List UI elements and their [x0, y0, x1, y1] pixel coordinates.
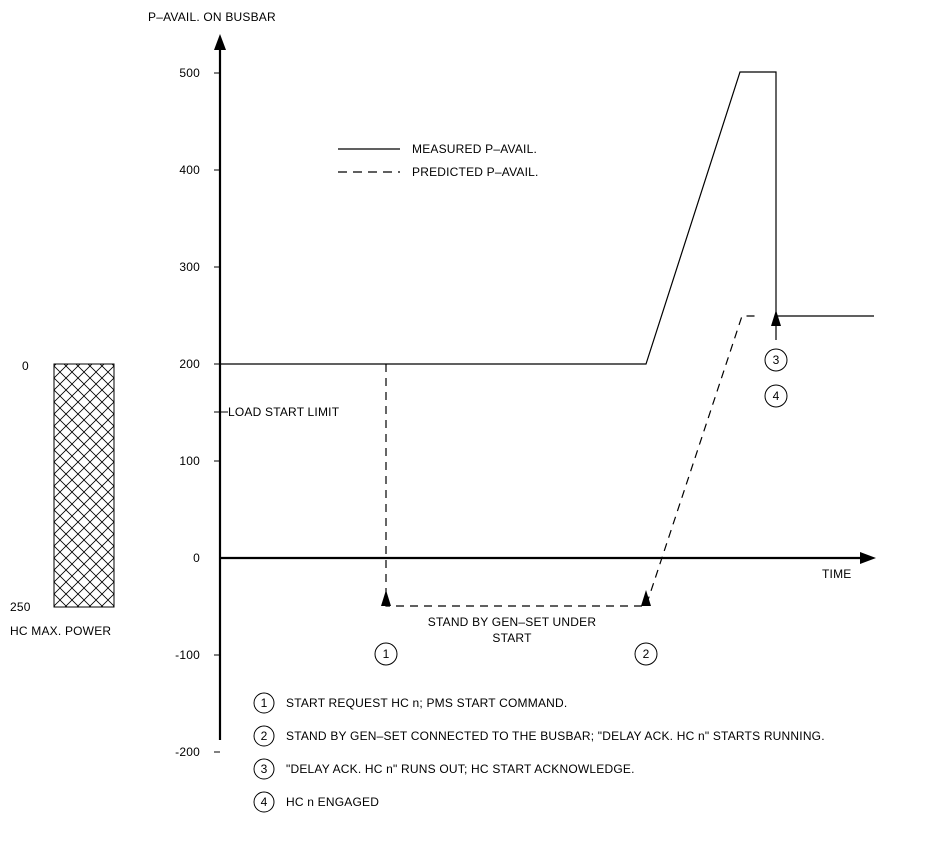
event-2-arrow — [641, 590, 651, 606]
hc-bar-bottom-label: 250 — [10, 600, 31, 614]
legend: MEASURED P–AVAIL. PREDICTED P–AVAIL. — [338, 142, 539, 179]
svg-text:2: 2 — [643, 647, 650, 661]
hc-bar-top-label: 0 — [22, 359, 29, 373]
event-1-arrow — [381, 590, 391, 606]
y-axis-arrow — [214, 34, 226, 50]
y-tick-label: 0 — [193, 551, 200, 565]
y-axis-label: P–AVAIL. ON BUSBAR — [148, 10, 276, 24]
marker-3: 3 — [764, 348, 788, 372]
svg-text:4: 4 — [261, 795, 268, 809]
marker-4: 4 — [764, 384, 788, 408]
svg-text:3: 3 — [773, 353, 780, 367]
y-tick-label: 500 — [179, 66, 200, 80]
svg-text:1: 1 — [383, 647, 390, 661]
y-tick-label: 100 — [179, 454, 200, 468]
note-4: 4 HC n ENGAGED — [253, 791, 379, 813]
svg-text:HC n ENGAGED: HC n ENGAGED — [286, 795, 379, 809]
legend-measured-label: MEASURED P–AVAIL. — [412, 142, 537, 156]
svg-text:3: 3 — [261, 762, 268, 776]
hc-max-power-bar — [53, 363, 115, 608]
marker-1: 1 — [374, 642, 398, 666]
svg-text:4: 4 — [773, 389, 780, 403]
stand-by-annotation-line2: START — [492, 631, 532, 645]
svg-text:2: 2 — [261, 729, 268, 743]
svg-text:START REQUEST HC n; PMS START: START REQUEST HC n; PMS START COMMAND. — [286, 696, 567, 710]
y-tick-label: -200 — [175, 745, 200, 759]
legend-predicted-label: PREDICTED P–AVAIL. — [412, 165, 539, 179]
marker-2: 2 — [634, 642, 658, 666]
notes-list: 1 START REQUEST HC n; PMS START COMMAND.… — [253, 692, 825, 813]
note-1: 1 START REQUEST HC n; PMS START COMMAND. — [253, 692, 567, 714]
event-3-arrow — [771, 310, 781, 326]
stand-by-annotation-line1: STAND BY GEN–SET UNDER — [428, 615, 597, 629]
measured-p-avail-line — [220, 71, 777, 365]
hc-bar-caption: HC MAX. POWER — [10, 624, 111, 638]
y-tick-label: -100 — [175, 648, 200, 662]
y-tick-label: 200 — [179, 357, 200, 371]
svg-text:STAND BY GEN–SET CONNECTED TO: STAND BY GEN–SET CONNECTED TO THE BUSBAR… — [286, 729, 825, 743]
y-tick-label: 400 — [179, 163, 200, 177]
note-3: 3 "DELAY ACK. HC n" RUNS OUT; HC START A… — [253, 758, 635, 780]
y-ticks: 500 400 300 200 100 0 -100 -200 — [175, 66, 220, 759]
note-2: 2 STAND BY GEN–SET CONNECTED TO THE BUSB… — [253, 725, 825, 747]
x-axis-label: TIME — [822, 567, 851, 581]
svg-text:"DELAY ACK. HC n" RUNS OUT; HC: "DELAY ACK. HC n" RUNS OUT; HC START ACK… — [286, 762, 635, 776]
svg-text:1: 1 — [261, 696, 268, 710]
y-tick-label: 300 — [179, 260, 200, 274]
load-start-limit-label: LOAD START LIMIT — [228, 405, 340, 419]
predicted-p-avail-line — [385, 315, 760, 607]
x-axis-arrow — [860, 552, 876, 564]
